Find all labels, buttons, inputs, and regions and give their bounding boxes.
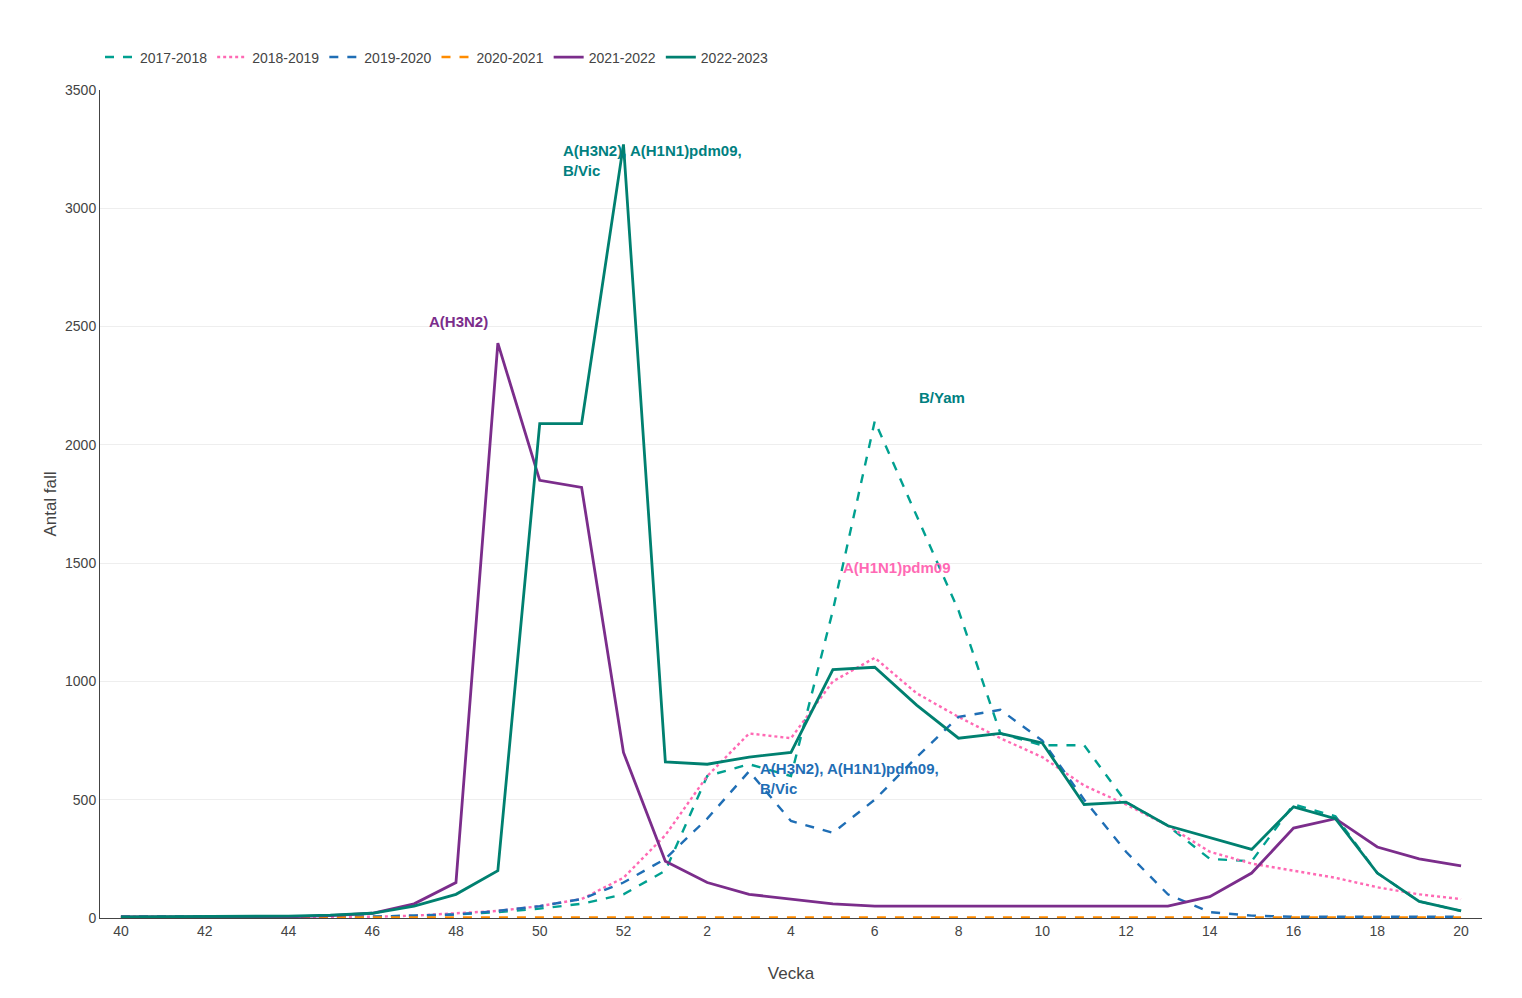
svg-text:20: 20: [1453, 923, 1469, 939]
svg-text:10: 10: [1034, 923, 1050, 939]
svg-text:2018-2019: 2018-2019: [252, 50, 319, 66]
svg-text:6: 6: [871, 923, 879, 939]
svg-text:Vecka: Vecka: [768, 964, 815, 983]
svg-text:2019-2020: 2019-2020: [364, 50, 431, 66]
svg-text:12: 12: [1118, 923, 1134, 939]
svg-text:18: 18: [1370, 923, 1386, 939]
svg-text:A(H3N2), A(H1N1)pdm09,B/Vic: A(H3N2), A(H1N1)pdm09,B/Vic: [760, 760, 939, 797]
svg-text:8: 8: [955, 923, 963, 939]
svg-text:0: 0: [88, 910, 96, 926]
svg-text:2500: 2500: [65, 318, 96, 334]
svg-text:2020-2021: 2020-2021: [476, 50, 543, 66]
svg-text:2017-2018: 2017-2018: [140, 50, 207, 66]
svg-text:44: 44: [281, 923, 297, 939]
svg-text:48: 48: [448, 923, 464, 939]
svg-text:4: 4: [787, 923, 795, 939]
svg-text:Antal fall: Antal fall: [41, 471, 60, 536]
svg-text:42: 42: [197, 923, 213, 939]
svg-text:2: 2: [703, 923, 711, 939]
svg-text:2021-2022: 2021-2022: [589, 50, 656, 66]
svg-text:3000: 3000: [65, 200, 96, 216]
svg-text:A(H3N2), A(H1N1)pdm09,B/Vic: A(H3N2), A(H1N1)pdm09,B/Vic: [563, 142, 742, 179]
svg-text:A(H1N1)pdm09: A(H1N1)pdm09: [843, 559, 951, 576]
svg-text:16: 16: [1286, 923, 1302, 939]
svg-text:52: 52: [616, 923, 632, 939]
svg-text:2022-2023: 2022-2023: [701, 50, 768, 66]
svg-text:3500: 3500: [65, 82, 96, 98]
svg-text:A(H3N2): A(H3N2): [429, 313, 488, 330]
svg-text:14: 14: [1202, 923, 1218, 939]
svg-text:1500: 1500: [65, 555, 96, 571]
svg-text:500: 500: [73, 792, 97, 808]
svg-text:50: 50: [532, 923, 548, 939]
svg-text:40: 40: [113, 923, 129, 939]
svg-text:46: 46: [364, 923, 380, 939]
svg-text:B/Yam: B/Yam: [919, 389, 965, 406]
svg-text:2000: 2000: [65, 437, 96, 453]
svg-text:1000: 1000: [65, 673, 96, 689]
